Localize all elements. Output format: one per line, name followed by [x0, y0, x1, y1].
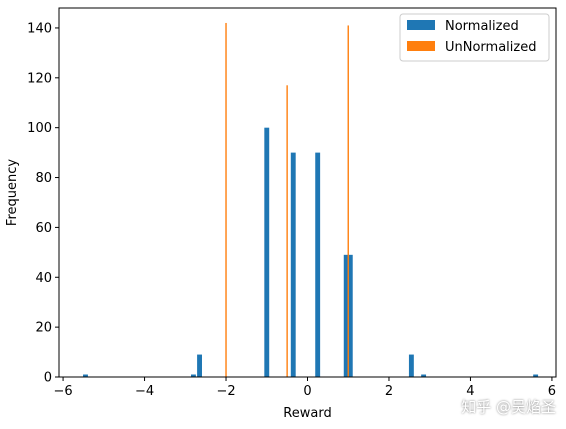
legend-box: [399, 13, 550, 62]
bar-normalized-7: [347, 254, 353, 377]
legend-label-unnormalized: UnNormalized: [445, 40, 536, 55]
legend: Normalized UnNormalized: [399, 13, 550, 62]
y-tick-label: 0: [44, 371, 52, 386]
legend-swatch-normalized: [407, 20, 435, 30]
bar-normalized-4: [290, 152, 296, 377]
series-normalized: [83, 127, 539, 378]
x-tick-label: 0: [303, 384, 311, 399]
bar-normalized-3: [264, 127, 270, 378]
x-tick-label: 4: [466, 384, 474, 399]
bar-normalized-10: [533, 374, 539, 377]
x-tick-label: 2: [385, 384, 393, 399]
y-tick-label: 140: [27, 21, 52, 36]
bar-unnormalized-0: [225, 22, 227, 378]
x-tick-label: −4: [135, 384, 154, 399]
watermark-text: 知乎 @吴焰圣: [461, 398, 556, 416]
x-tick-label: 6: [548, 384, 556, 399]
y-tick-label: 20: [35, 321, 52, 336]
y-axis-label: Frequency: [5, 159, 20, 226]
bar-normalized-2: [197, 354, 202, 377]
y-tick-label: 100: [27, 121, 52, 136]
legend-swatch-unnormalized: [407, 41, 435, 51]
y-tick-label: 120: [27, 71, 52, 86]
bar-normalized-5: [315, 152, 321, 377]
bar-normalized-0: [83, 374, 88, 377]
legend-label-normalized: Normalized: [445, 19, 519, 34]
bar-unnormalized-2: [347, 25, 349, 377]
y-tick-label: 60: [35, 221, 52, 236]
bar-normalized-9: [421, 374, 427, 377]
bar-normalized-6: [343, 254, 349, 377]
plot-area: [59, 8, 556, 377]
x-axis-label: Reward: [283, 406, 331, 421]
bar-normalized-8: [408, 354, 414, 377]
x-tick-label: −2: [216, 384, 235, 399]
x-tick-label: −6: [53, 384, 72, 399]
bar-normalized-1: [190, 374, 196, 377]
bar-unnormalized-1: [286, 85, 288, 377]
y-tick-label: 40: [35, 271, 52, 286]
series-unnormalized: [225, 22, 349, 378]
y-tick-label: 80: [35, 171, 52, 186]
